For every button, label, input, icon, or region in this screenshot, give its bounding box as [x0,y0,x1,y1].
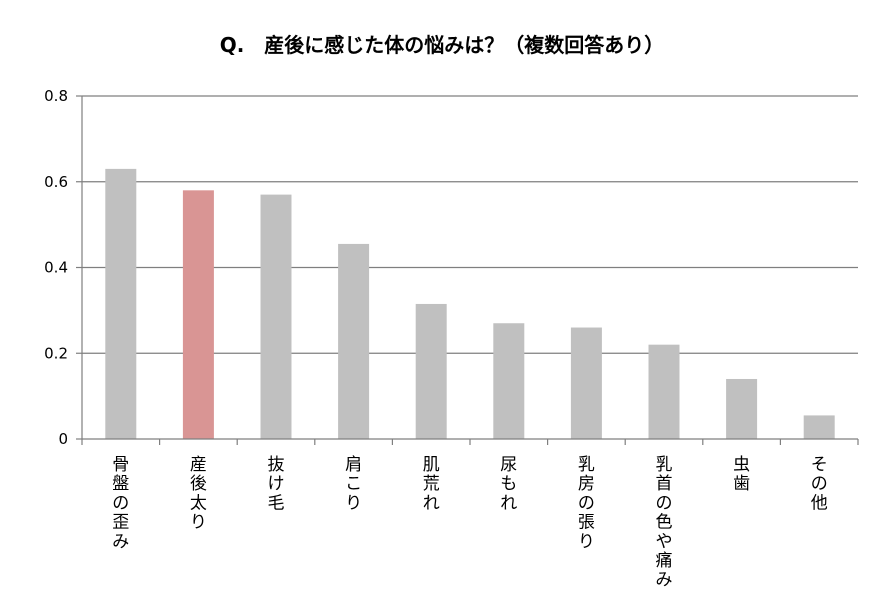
x-category-label-char: の [112,493,129,513]
axis-layer [76,95,859,445]
bar-4 [338,243,370,439]
bar-8 [648,344,680,439]
x-category-label-char: み [656,570,673,590]
y-tick-label: 0.6 [44,173,68,191]
x-category-label-char: 首 [656,474,673,494]
x-category-label-char: 房 [578,474,595,494]
x-category-label-char: 抜 [268,455,285,475]
label-layer: 00.20.40.60.8骨盤の歪み産後太り抜け毛肩こり肌荒れ尿もれ乳房の張り乳… [44,87,828,590]
bar-10 [803,415,835,439]
x-category-label-char: そ [811,455,828,475]
y-tick-label: 0.8 [44,87,68,105]
bar-9 [726,378,758,439]
y-tick-label: 0.2 [44,344,68,362]
x-category-label-char: も [500,474,517,494]
x-category-label-char: 後 [190,474,207,494]
x-category-label-char: 他 [811,493,828,513]
bar-7 [570,327,602,439]
bar-6 [493,323,525,439]
x-category-label-char: 盤 [112,474,129,494]
x-category-label-char: 産 [190,455,207,475]
x-category-label-char: 色 [656,513,673,533]
x-category-label-char: み [112,532,129,552]
x-category-label: 肩こり [345,455,362,513]
x-category-label-char: 骨 [112,455,129,475]
y-tick-label: 0.4 [44,259,68,277]
bar-1 [105,168,137,439]
x-category-label-char: の [656,493,673,513]
x-category-label-char: り [345,493,362,513]
x-category-label-char: 痛 [656,551,673,571]
x-category-label-char: り [578,532,595,552]
bar-layer [105,168,835,439]
x-category-label: 虫歯 [733,455,750,494]
x-category-label-char: 毛 [268,493,285,513]
x-category-label: 尿もれ [500,455,517,513]
x-category-label-char: 太 [190,493,207,513]
chart-title: Q. 産後に感じた体の悩みは？（複数回答あり） [220,33,665,57]
bar-3 [260,194,292,439]
x-category-label-char: り [190,513,207,533]
x-category-label-char: の [811,474,828,494]
x-category-label-char: け [268,474,285,494]
x-category-label-char: 虫 [733,455,750,475]
x-category-label-char: 荒 [423,474,440,494]
bar-5 [415,303,447,439]
x-category-label: 抜け毛 [268,455,285,513]
x-category-label-char: 乳 [578,455,595,475]
x-category-label-char: 歯 [733,474,750,494]
x-category-label-char: 歪 [112,513,129,533]
x-category-label-char: 尿 [500,455,517,475]
x-category-label-char: 肌 [423,455,440,475]
x-category-label-char: こ [345,474,362,494]
x-category-label: その他 [811,455,828,513]
x-category-label-char: や [656,532,673,552]
y-tick-label: 0 [58,430,68,448]
x-category-label-char: 乳 [656,455,673,475]
x-category-label-char: れ [423,493,440,513]
x-category-label: 肌荒れ [423,455,440,513]
x-category-label-char: れ [500,493,517,513]
x-category-label-char: 肩 [345,455,362,475]
bar-2 [182,190,214,439]
x-category-label-char: の [578,493,595,513]
x-category-label-char: 張 [578,513,595,533]
